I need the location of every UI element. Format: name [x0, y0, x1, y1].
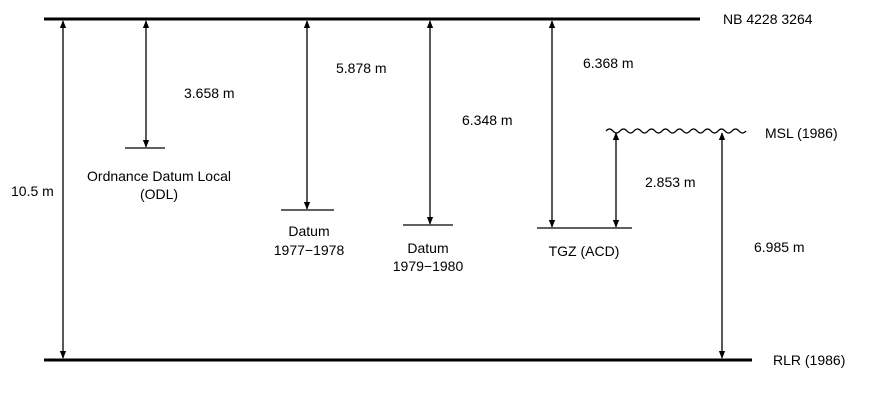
datum-1979-1980-label-line1: Datum — [407, 240, 448, 256]
datum-1977-1978-label-line1: Datum — [288, 223, 329, 239]
benchmark-label: NB 4228 3264 — [723, 11, 813, 27]
odl-label-line1: Ordnance Datum Local — [87, 168, 231, 184]
rlr-label: RLR (1986) — [773, 352, 845, 368]
tgz-msl-measurement: 2.853 m — [645, 174, 696, 190]
rlr-msl-measurement: 6.985 m — [754, 239, 805, 255]
total-measurement: 10.5 m — [11, 183, 54, 199]
msl-label: MSL (1986) — [765, 125, 838, 141]
odl-measurement: 3.658 m — [184, 85, 235, 101]
datum-1977-1978-measurement: 5.878 m — [336, 60, 387, 76]
tgz-label: TGZ (ACD) — [549, 243, 620, 259]
datum-1979-1980-label-line2: 1979−1980 — [393, 258, 464, 274]
msl-wavy-line — [605, 128, 747, 134]
datum-1979-1980-measurement: 6.348 m — [462, 112, 513, 128]
odl-label-line2: (ODL) — [140, 186, 178, 202]
datum-1977-1978-label-line2: 1977−1978 — [274, 242, 345, 258]
tgz-measurement: 6.368 m — [583, 55, 634, 71]
